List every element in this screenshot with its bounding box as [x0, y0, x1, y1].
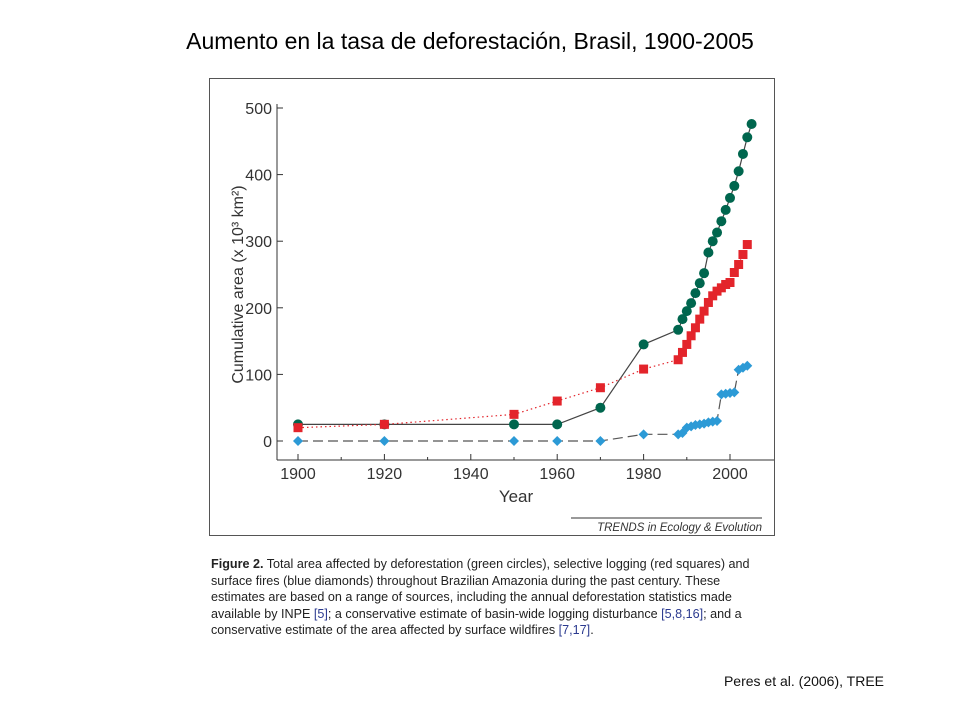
data-point-deforestation [733, 166, 744, 177]
data-point-selective_logging [509, 409, 519, 419]
slide-title: Aumento en la tasa de deforestación, Bra… [186, 28, 754, 54]
data-point-deforestation [725, 192, 735, 203]
y-axis-title: Cumulative area (x 10³ km²) [230, 185, 247, 383]
y-tick-label: 500 [245, 101, 272, 118]
data-point-selective_logging [686, 331, 696, 341]
data-point-selective_logging [293, 423, 303, 433]
caption-text: ; a conservative estimate of basin-wide … [327, 606, 662, 621]
data-point-deforestation [694, 278, 705, 289]
data-point-selective_logging [725, 277, 735, 287]
data-point-selective_logging [639, 364, 649, 374]
data-point-surface_fires [595, 436, 606, 446]
source-credit: Peres et al. (2006), TREE [723, 673, 884, 689]
data-point-selective_logging [690, 323, 700, 333]
y-tick-label: 100 [245, 367, 272, 384]
series-line-selective_logging [297, 244, 748, 429]
y-tick-label: 0 [263, 434, 272, 451]
y-tick-label: 300 [245, 234, 272, 251]
data-point-selective_logging [379, 419, 389, 429]
x-tick-label: 1940 [453, 466, 489, 483]
data-point-deforestation [707, 236, 718, 247]
data-point-surface_fires [673, 429, 684, 440]
data-point-deforestation [595, 402, 606, 413]
data-point-selective_logging [699, 306, 709, 316]
x-axis-title: Year [499, 487, 534, 506]
data-point-selective_logging [708, 291, 718, 301]
y-tick-label: 200 [245, 301, 272, 318]
data-point-selective_logging [703, 297, 713, 307]
x-tick-label: 1900 [280, 466, 316, 483]
data-point-surface_fires [552, 436, 563, 446]
data-point-deforestation [638, 339, 649, 350]
chart-axes [276, 104, 774, 519]
data-point-selective_logging [738, 250, 748, 260]
journal-name: TRENDS in Ecology & Evolution [597, 522, 762, 534]
data-point-deforestation [552, 419, 563, 430]
data-point-surface_fires [509, 436, 519, 446]
x-tick-label: 1960 [539, 466, 575, 483]
data-point-surface_fires [379, 436, 390, 446]
x-tick-label: 2000 [712, 466, 748, 483]
caption-reference-link[interactable]: [5] [313, 606, 328, 621]
data-point-selective_logging [729, 268, 739, 278]
caption-reference-link[interactable]: [5,8,16] [661, 606, 704, 621]
data-point-deforestation [716, 216, 727, 227]
data-point-deforestation [509, 419, 519, 430]
data-point-selective_logging [742, 240, 752, 250]
data-point-deforestation [690, 288, 701, 299]
y-tick-label: 400 [245, 168, 272, 185]
data-point-deforestation [729, 180, 740, 191]
caption-reference-link[interactable]: [7,17] [558, 623, 591, 638]
caption-text: Total area affected by deforestation (gr… [211, 557, 750, 621]
series-line-deforestation [298, 123, 753, 425]
data-point-deforestation [681, 306, 692, 317]
figure-caption: Figure 2. Total area affected by defores… [211, 556, 776, 639]
data-point-deforestation [677, 314, 688, 325]
data-point-deforestation [686, 298, 697, 309]
data-point-surface_fires [293, 436, 303, 446]
data-point-surface_fires [729, 387, 740, 398]
data-point-deforestation [712, 227, 723, 238]
data-point-deforestation [742, 132, 753, 143]
data-point-deforestation [673, 324, 684, 335]
data-point-deforestation [699, 268, 710, 279]
caption-text: ; and a conservative estimate of the are… [211, 606, 742, 638]
deforestation-chart: 0 100 200 300 400 500 1900 1920 1940 1960 1980 2000… [230, 101, 774, 534]
caption-figure-label: Figure 2. [211, 557, 264, 571]
data-point-selective_logging [677, 347, 687, 357]
data-point-surface_fires [742, 360, 753, 371]
x-tick-label: 1980 [626, 466, 662, 483]
data-point-selective_logging [595, 383, 605, 393]
data-point-deforestation [737, 148, 748, 159]
data-point-selective_logging [552, 396, 562, 406]
data-point-selective_logging [673, 355, 683, 365]
data-point-deforestation [746, 118, 757, 129]
chart-marks [293, 118, 757, 446]
data-point-deforestation [703, 247, 714, 258]
chart-labels: 0 100 200 300 400 500 1900 1920 1940 1960 1980 2000… [230, 101, 762, 534]
data-point-surface_fires [712, 416, 723, 427]
x-tick-label: 1920 [367, 466, 403, 483]
data-point-selective_logging [695, 314, 705, 324]
data-point-selective_logging [734, 260, 744, 270]
data-point-deforestation [720, 204, 731, 215]
series-line-surface_fires [298, 365, 748, 442]
data-point-surface_fires [638, 429, 649, 440]
caption-text: . [590, 623, 594, 638]
data-point-selective_logging [682, 339, 692, 349]
chart-lines [297, 123, 753, 442]
